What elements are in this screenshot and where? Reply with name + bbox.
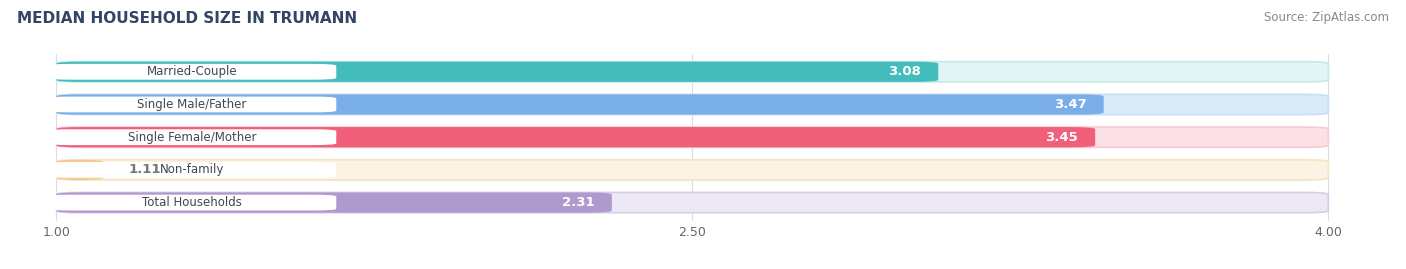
FancyBboxPatch shape [56,127,1329,147]
FancyBboxPatch shape [48,129,336,145]
FancyBboxPatch shape [56,160,103,180]
FancyBboxPatch shape [48,97,336,112]
FancyBboxPatch shape [56,62,938,82]
Text: 3.47: 3.47 [1054,98,1087,111]
Text: Source: ZipAtlas.com: Source: ZipAtlas.com [1264,11,1389,24]
FancyBboxPatch shape [48,64,336,80]
FancyBboxPatch shape [56,192,1329,213]
FancyBboxPatch shape [48,195,336,211]
Text: MEDIAN HOUSEHOLD SIZE IN TRUMANN: MEDIAN HOUSEHOLD SIZE IN TRUMANN [17,11,357,26]
FancyBboxPatch shape [56,94,1329,115]
Text: Single Male/Father: Single Male/Father [138,98,247,111]
Text: Married-Couple: Married-Couple [146,65,238,78]
FancyBboxPatch shape [48,162,336,178]
FancyBboxPatch shape [56,94,1104,115]
Text: Single Female/Mother: Single Female/Mother [128,131,256,144]
Text: Non-family: Non-family [160,163,225,176]
FancyBboxPatch shape [56,192,612,213]
Text: Total Households: Total Households [142,196,242,209]
FancyBboxPatch shape [56,62,1329,82]
Text: 3.08: 3.08 [889,65,921,78]
Text: 1.11: 1.11 [128,163,162,176]
Text: 3.45: 3.45 [1046,131,1078,144]
FancyBboxPatch shape [56,160,1329,180]
Text: 2.31: 2.31 [562,196,595,209]
FancyBboxPatch shape [56,127,1095,147]
